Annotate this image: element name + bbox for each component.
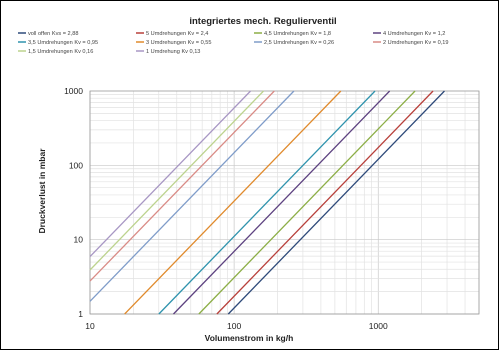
legend-label: 2 Umdrehungen Kv = 0,19 xyxy=(383,40,448,46)
y-tick-label: 1000 xyxy=(64,86,83,96)
series-line xyxy=(124,90,342,315)
grid xyxy=(89,91,480,315)
legend-label: 3,5 Umdrehungen Kv = 0,95 xyxy=(28,40,98,46)
legend-label: voll offen Kvs = 2,88 xyxy=(28,31,78,37)
series-lines xyxy=(89,90,445,315)
series-line xyxy=(89,90,275,282)
series-line xyxy=(89,90,295,302)
legend-label: 2,5 Umdrehungen Kv = 0,26 xyxy=(264,40,334,46)
x-axis-title: Volumenstrom in kg/h xyxy=(205,333,294,343)
series-line xyxy=(173,90,391,315)
x-tick-label: 1000 xyxy=(369,321,388,331)
y-ticks: 1 10 100 1000 xyxy=(64,86,83,319)
legend: voll offen Kvs = 2,88 5 Umdrehungen Kv = … xyxy=(18,31,448,55)
series-line xyxy=(89,90,252,258)
series-line xyxy=(89,90,265,271)
series-line xyxy=(158,90,376,315)
series-line xyxy=(227,90,445,315)
legend-label: 1,5 Umdrehungen Kv 0,16 xyxy=(28,49,93,55)
chart-title: integriertes mech. Regulierventil xyxy=(189,16,336,27)
legend-label: 1 Umdrehung Kv 0,13 xyxy=(146,49,200,55)
legend-label: 3 Umdrehungen Kv = 0,55 xyxy=(146,40,211,46)
legend-label: 4,5 Umdrehungen Kv = 1,8 xyxy=(264,31,331,37)
y-tick-label: 10 xyxy=(74,235,84,245)
y-tick-label: 1 xyxy=(78,309,83,319)
legend-label: 5 Umdrehungen Kv = 2,4 xyxy=(146,31,208,37)
x-ticks: 10 100 1000 xyxy=(85,321,388,331)
legend-label: 4 Umdrehungen Kv = 1,2 xyxy=(383,31,445,37)
y-axis-title: Druckverlust in mbar xyxy=(37,148,47,234)
series-line xyxy=(198,90,416,315)
x-tick-label: 100 xyxy=(227,321,241,331)
plot-border xyxy=(89,90,480,315)
y-tick-label: 100 xyxy=(69,160,83,170)
series-line xyxy=(216,90,434,315)
x-tick-label: 10 xyxy=(85,321,95,331)
